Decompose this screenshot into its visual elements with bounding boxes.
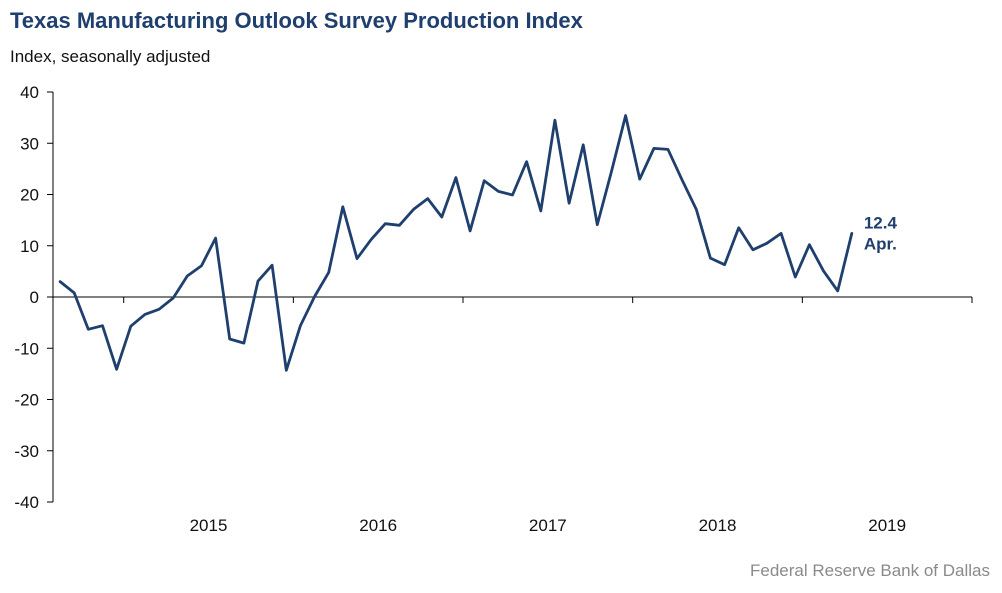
series-group — [58, 114, 854, 372]
end-month-label: Apr. — [864, 234, 897, 253]
x-tick-label: 2018 — [699, 516, 737, 535]
x-tick-label: 2015 — [190, 516, 228, 535]
chart-title: Texas Manufacturing Outlook Survey Produ… — [10, 8, 583, 33]
labels-group: -40 -30 -20 -10 0 10 20 30 40 2015 2016 2017 2018 201… — [14, 83, 906, 535]
series-line — [58, 114, 854, 372]
end-value-label: 12.4 — [864, 213, 898, 232]
y-tick-label: -20 — [14, 391, 39, 410]
y-tick-label: -40 — [14, 493, 39, 512]
y-tick-label: 20 — [20, 186, 39, 205]
chart-subtitle: Index, seasonally adjusted — [10, 47, 211, 66]
y-tick-label: -10 — [14, 339, 39, 358]
y-tick-label: 0 — [30, 288, 39, 307]
x-tick-label: 2016 — [359, 516, 397, 535]
y-tick-label: 30 — [20, 134, 39, 153]
x-tick-label: 2019 — [868, 516, 906, 535]
y-tick-label: 40 — [20, 83, 39, 102]
axes-group — [47, 91, 973, 503]
y-tick-label: 10 — [20, 237, 39, 256]
source-note: Federal Reserve Bank of Dallas — [749, 561, 990, 580]
x-tick-label: 2017 — [529, 516, 567, 535]
y-tick-label: -30 — [14, 442, 39, 461]
